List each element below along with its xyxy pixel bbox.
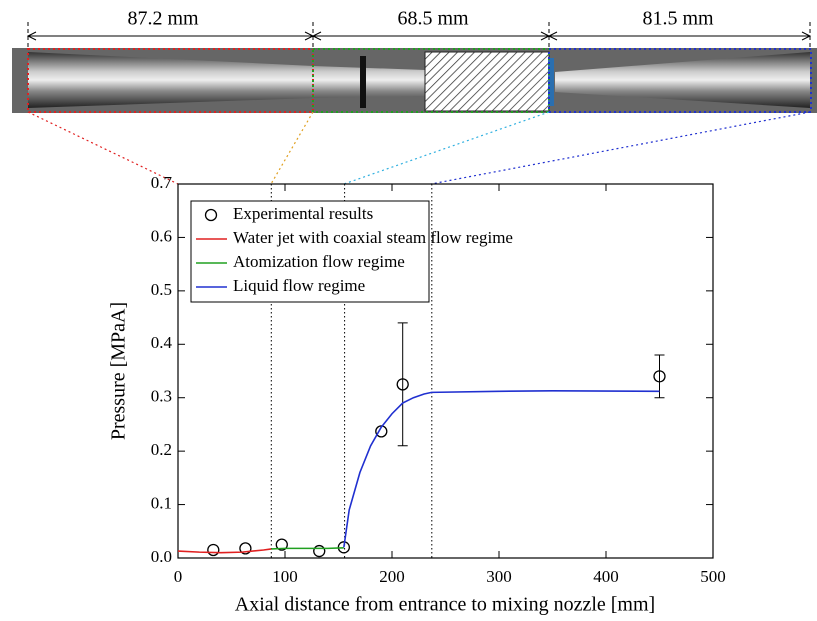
y-tick-label: 0.1 — [151, 493, 172, 512]
y-tick-label: 0.3 — [151, 387, 172, 406]
x-tick-label: 500 — [700, 567, 726, 586]
x-tick-label: 0 — [174, 567, 183, 586]
dimension-arrows — [26, 22, 812, 48]
data-point — [653, 370, 666, 383]
series-line — [271, 547, 344, 550]
series-line — [177, 548, 272, 554]
y-tick-label: 0.6 — [151, 226, 172, 245]
dimension-label: 81.5 mm — [642, 8, 714, 30]
x-axis-label: Axial distance from entrance to mixing n… — [235, 594, 655, 616]
data-point — [396, 378, 409, 391]
data-point — [207, 543, 220, 557]
y-axis-label: Pressure [MPaA] — [108, 302, 130, 440]
y-tick-label: 0.7 — [151, 173, 173, 192]
legend-label: Experimental results — [233, 204, 373, 223]
plot-area — [177, 183, 714, 559]
legend-label: Water jet with coaxial steam flow regime — [233, 228, 513, 247]
y-tick-label: 0.4 — [151, 333, 173, 352]
connector-lines — [27, 111, 811, 185]
data-point — [239, 542, 252, 555]
nozzle-photo — [12, 48, 817, 113]
label-bg — [630, 8, 726, 32]
label-bg — [385, 8, 481, 32]
x-tick-label: 300 — [486, 567, 512, 586]
dimension-label: 87.2 mm — [127, 8, 199, 30]
data-point — [275, 538, 288, 551]
legend-label: Liquid flow regime — [233, 276, 365, 295]
x-tick-label: 200 — [379, 567, 405, 586]
legend-marker — [204, 208, 218, 222]
dimension-label: 68.5 mm — [397, 8, 469, 30]
data-point — [313, 544, 326, 558]
y-tick-label: 0.0 — [151, 547, 172, 566]
legend-box — [190, 200, 430, 303]
x-tick-label: 400 — [593, 567, 619, 586]
error-bar — [397, 322, 408, 447]
x-tick-label: 100 — [272, 567, 298, 586]
y-tick-label: 0.5 — [151, 280, 172, 299]
legend-label: Atomization flow regime — [233, 252, 405, 271]
series-line — [343, 389, 660, 548]
y-tick-label: 0.2 — [151, 440, 172, 459]
label-bg — [115, 8, 211, 32]
